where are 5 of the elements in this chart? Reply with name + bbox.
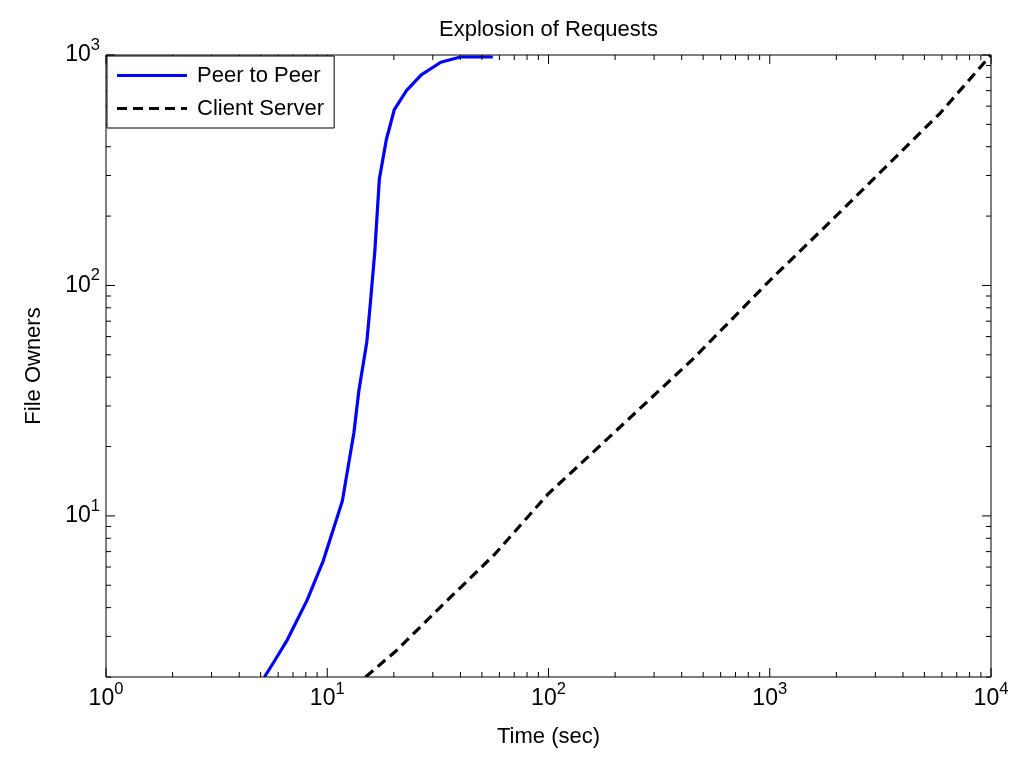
legend-label: Peer to Peer (197, 61, 321, 87)
legend-label: Client Server (197, 94, 325, 120)
chart-title: Explosion of Requests (439, 16, 658, 42)
y-axis-title: File Owners (20, 307, 46, 425)
x-axis-title: Time (sec) (496, 723, 601, 749)
